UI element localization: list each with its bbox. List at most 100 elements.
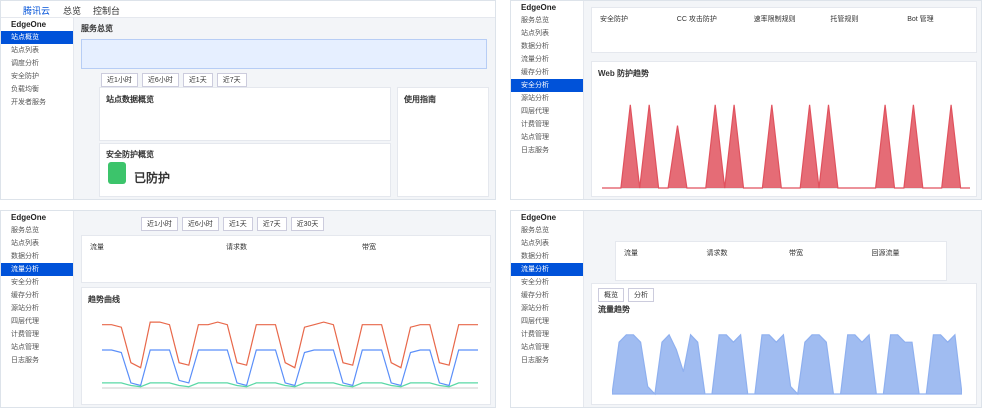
- sidebar-item[interactable]: 四层代理: [521, 318, 549, 325]
- sidebar-item[interactable]: 计费管理: [521, 121, 549, 128]
- panel-traffic: EdgeOne 服务总览站点列表数据分析流量分析安全分析缓存分析源站分析四层代理计…: [0, 210, 496, 408]
- sidebar-item[interactable]: 数据分析: [521, 253, 549, 260]
- nav-item[interactable]: 控制台: [93, 6, 121, 16]
- sidebar-item[interactable]: 站点列表: [11, 240, 39, 247]
- sidebar-item[interactable]: 数据分析: [11, 253, 39, 260]
- sidebar-item[interactable]: 安全分析: [521, 279, 549, 286]
- chart: [602, 104, 970, 189]
- tab[interactable]: 近1小时: [101, 73, 138, 87]
- sidebar-item[interactable]: 安全分析: [11, 279, 39, 286]
- sidebar-item[interactable]: 站点列表: [521, 240, 549, 247]
- card: 站点数据概览: [99, 87, 391, 141]
- line: [102, 321, 478, 369]
- tabs: 概览 分析: [598, 288, 654, 302]
- card-title: 请求数: [706, 250, 728, 257]
- sidebar-item[interactable]: EdgeOne: [11, 213, 47, 222]
- sidebar-item[interactable]: 开发者服务: [11, 99, 46, 106]
- card: 概览 分析 流量趋势: [591, 283, 977, 405]
- sidebar-item[interactable]: 服务总览: [11, 227, 39, 234]
- sidebar-item[interactable]: 缓存分析: [521, 69, 549, 76]
- top-bar: 腾讯云 总览 控制台: [1, 1, 495, 18]
- line: [602, 104, 970, 189]
- sidebar-item[interactable]: 源站分析: [521, 305, 549, 312]
- sidebar-item[interactable]: EdgeOne: [521, 3, 557, 12]
- tab[interactable]: 近1天: [222, 217, 253, 231]
- card: 安全防护概览 已防护: [99, 143, 391, 197]
- sidebar-item[interactable]: 源站分析: [11, 305, 39, 312]
- sidebar-item[interactable]: 缓存分析: [521, 292, 549, 299]
- tab[interactable]: 概览: [598, 288, 624, 302]
- panel-security: EdgeOne 服务总览站点列表数据分析流量分析缓存分析安全分析源站分析四层代理计…: [510, 0, 982, 200]
- card-title: 托管规则: [830, 16, 859, 23]
- tab[interactable]: 近30天: [290, 217, 325, 231]
- sidebar-item[interactable]: 日志服务: [521, 147, 549, 154]
- line: [102, 382, 478, 388]
- card: 流量 请求数 带宽 回源流量: [615, 241, 947, 281]
- sidebar-item[interactable]: 数据分析: [521, 43, 549, 50]
- chart-title: 流量趋势: [598, 305, 630, 314]
- sidebar-item[interactable]: 缓存分析: [11, 292, 39, 299]
- sidebar-item[interactable]: 服务总览: [521, 227, 549, 234]
- sidebar-item[interactable]: 计费管理: [521, 331, 549, 338]
- card-title: 回源流量: [871, 250, 900, 257]
- chart-title: 趋势曲线: [88, 295, 120, 304]
- card: 流量 请求数 带宽: [81, 235, 491, 283]
- sidebar-item[interactable]: EdgeOne: [521, 213, 557, 222]
- sidebar-item[interactable]: 站点管理: [521, 134, 549, 141]
- area: [612, 333, 962, 396]
- card-title: 请求数: [226, 244, 247, 251]
- sidebar-item[interactable]: 源站分析: [521, 95, 549, 102]
- sidebar-item[interactable]: 服务总览: [521, 17, 549, 24]
- tabs: 近1小时 近6小时 近1天 近7天 近30天: [141, 217, 325, 231]
- card: 安全防护 CC 攻击防护 速率限制规则 托管规则 Bot 管理: [591, 7, 977, 53]
- sidebar: EdgeOne 服务总览站点列表数据分析流量分析安全分析缓存分析源站分析四层代理计…: [1, 211, 74, 407]
- tab[interactable]: 近6小时: [141, 73, 179, 87]
- section-title: 安全防护概览: [106, 150, 154, 159]
- chart: [102, 321, 478, 389]
- sidebar-item[interactable]: 流量分析: [1, 263, 73, 276]
- notice: [81, 39, 487, 69]
- status: 已防护: [134, 171, 171, 185]
- sidebar-item[interactable]: 流量分析: [521, 56, 549, 63]
- card-title: 流量: [90, 244, 104, 251]
- nav-item[interactable]: 总览: [63, 6, 82, 16]
- sidebar-item[interactable]: 日志服务: [521, 357, 549, 364]
- tab[interactable]: 近1小时: [141, 217, 178, 231]
- section-title: 站点数据概览: [106, 95, 154, 104]
- card: 使用指南: [397, 87, 489, 197]
- sidebar: EdgeOne 服务总览站点列表数据分析流量分析缓存分析安全分析源站分析四层代理计…: [511, 1, 584, 199]
- sidebar-item[interactable]: EdgeOne: [11, 20, 47, 29]
- card-title: CC 攻击防护: [676, 16, 717, 23]
- sidebar: EdgeOne 站点概览站点列表调度分析安全防护负载均衡开发者服务: [1, 18, 74, 199]
- card-title: 流量: [624, 250, 638, 257]
- card-title: Bot 管理: [907, 16, 934, 23]
- sidebar-item[interactable]: 安全分析: [511, 79, 583, 92]
- sidebar-item[interactable]: 站点列表: [11, 47, 39, 54]
- sidebar-item[interactable]: 调度分析: [11, 60, 39, 67]
- shield-icon: [108, 162, 126, 184]
- sidebar-item[interactable]: 四层代理: [521, 108, 549, 115]
- sidebar-item[interactable]: 站点列表: [521, 30, 549, 37]
- card: 趋势曲线: [81, 287, 491, 405]
- page-title: 服务总览: [81, 24, 113, 33]
- tab[interactable]: 近7天: [216, 73, 247, 87]
- sidebar-item[interactable]: 日志服务: [11, 357, 39, 364]
- sidebar-item[interactable]: 站点管理: [11, 344, 39, 351]
- sidebar-item[interactable]: 安全防护: [11, 73, 39, 80]
- tab[interactable]: 分析: [628, 288, 654, 302]
- panel-overview: 腾讯云 总览 控制台 EdgeOne 站点概览站点列表调度分析安全防护负载均衡开发…: [0, 0, 496, 200]
- sidebar-item[interactable]: 流量分析: [511, 263, 583, 276]
- line: [102, 349, 478, 387]
- sidebar-item[interactable]: 计费管理: [11, 331, 39, 338]
- card-title: 速率限制规则: [753, 16, 796, 23]
- tab[interactable]: 近1天: [182, 73, 213, 87]
- tab[interactable]: 近6小时: [181, 217, 219, 231]
- card: Web 防护趋势: [591, 61, 977, 197]
- sidebar-item[interactable]: 站点概览: [1, 31, 73, 44]
- section-title: 使用指南: [404, 95, 436, 104]
- sidebar-item[interactable]: 站点管理: [521, 344, 549, 351]
- sidebar-item[interactable]: 四层代理: [11, 318, 39, 325]
- sidebar-item[interactable]: 负载均衡: [11, 86, 39, 93]
- tab[interactable]: 近7天: [256, 217, 287, 231]
